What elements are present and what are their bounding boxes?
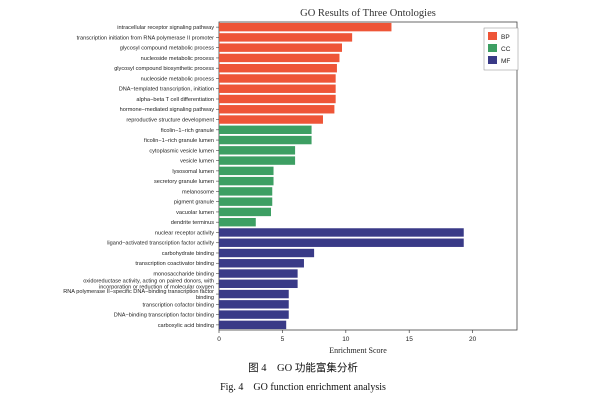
- bar: [219, 53, 340, 63]
- figure-caption-chinese: 图 4 GO 功能富集分析: [248, 363, 358, 374]
- bar: [219, 146, 296, 155]
- bar: [219, 320, 287, 330]
- category-label: pigment granule: [174, 200, 214, 206]
- x-tick-label: 10: [342, 336, 350, 343]
- category-label: cytoplasmic vesicle lumen: [149, 148, 214, 154]
- bar: [219, 74, 336, 83]
- x-tick-label: 20: [469, 336, 477, 343]
- figure-caption-english: Fig. 4 GO function enrichment analysis: [220, 382, 386, 393]
- category-label: nuclear receptor activity: [155, 230, 214, 236]
- bar: [219, 156, 296, 165]
- category-label: reproductive structure development: [126, 117, 214, 123]
- x-tick-label: 0: [217, 336, 221, 343]
- bar: [219, 22, 392, 32]
- bar: [219, 135, 312, 145]
- category-label: transcription cofactor binding: [142, 302, 214, 308]
- bar: [219, 197, 273, 206]
- bar: [219, 125, 312, 135]
- category-label: intracellular receptor signaling pathway: [117, 25, 214, 31]
- category-label: dendrite terminus: [171, 220, 214, 226]
- bar: [219, 310, 289, 319]
- x-tick-label: 15: [406, 336, 414, 343]
- category-label: lysosomal lumen: [172, 169, 214, 175]
- category-label-line: incorporation or reduction of molecular …: [99, 285, 214, 291]
- bar: [219, 166, 274, 176]
- bar: [219, 248, 315, 258]
- category-label: ficolin−1−rich granule: [161, 128, 214, 134]
- legend-label: BP: [501, 34, 510, 41]
- category-label: oxidoreductase activity, acting on paire…: [83, 279, 214, 291]
- x-axis-label: Enrichment Score: [329, 346, 387, 355]
- category-label: nucleoside metabolic process: [141, 56, 215, 62]
- category-label: carbohydrate binding: [162, 251, 214, 257]
- category-label: secretory granule lumen: [154, 179, 214, 185]
- category-label: DNA−templated transcription, initiation: [119, 87, 214, 93]
- category-label: monosaccharide binding: [153, 271, 214, 277]
- bar: [219, 115, 323, 124]
- bar: [219, 63, 337, 73]
- bar: [219, 228, 464, 237]
- legend-label: CC: [501, 46, 511, 53]
- legend-swatch: [488, 32, 497, 40]
- bar: [219, 238, 464, 247]
- category-label: transcription initiation from RNA polyme…: [77, 35, 215, 41]
- bar: [219, 259, 304, 268]
- bar: [219, 279, 298, 289]
- category-label: DNA−binding transcription factor binding: [114, 313, 214, 319]
- category-label: glycosyl compound metabolic process: [120, 46, 214, 52]
- bar: [219, 300, 289, 309]
- category-label: alpha−beta T cell differentiation: [136, 97, 214, 103]
- bar: [219, 176, 274, 186]
- chart-title: GO Results of Three Ontologies: [300, 8, 436, 19]
- bar: [219, 187, 273, 196]
- legend-swatch: [488, 44, 497, 52]
- category-label-line: binding: [196, 295, 214, 301]
- bar: [219, 84, 336, 93]
- category-label: ligand−activated transcription factor ac…: [107, 241, 214, 247]
- category-label: hormone−mediated signaling pathway: [120, 107, 215, 113]
- category-label: vacuolar lumen: [176, 210, 214, 216]
- category-label: melanosome: [182, 189, 214, 195]
- legend-swatch: [488, 56, 497, 64]
- bar: [219, 217, 256, 227]
- bar-chart-svg: GO Results of Three Ontologies intracellu…: [63, 8, 519, 355]
- category-label-line: oxidoreductase activity, acting on paire…: [83, 279, 214, 285]
- category-label: vesicle lumen: [180, 159, 214, 165]
- category-label: glycosyl compound biosynthetic process: [114, 66, 214, 72]
- category-label: RNA polymerase II−specific DNA−binding t…: [63, 289, 214, 301]
- plot-frame: [218, 21, 518, 331]
- bar: [219, 269, 298, 278]
- bar: [219, 94, 336, 104]
- bar: [219, 105, 335, 114]
- bar: [219, 43, 343, 52]
- bar: [219, 33, 353, 42]
- bar: [219, 289, 289, 299]
- chart: GO Results of Three Ontologies intracellu…: [63, 8, 519, 355]
- category-label: transcription coactivator binding: [135, 261, 214, 267]
- category-label: carboxylic acid binding: [158, 323, 214, 329]
- category-label-line: RNA polymerase II−specific DNA−binding t…: [63, 289, 214, 295]
- bar: [219, 207, 271, 217]
- category-label: nucleoside metabolic process: [141, 76, 215, 82]
- x-tick-label: 5: [281, 336, 285, 343]
- category-label: ficolin−1−rich granule lumen: [144, 138, 214, 144]
- legend-label: MF: [501, 58, 510, 65]
